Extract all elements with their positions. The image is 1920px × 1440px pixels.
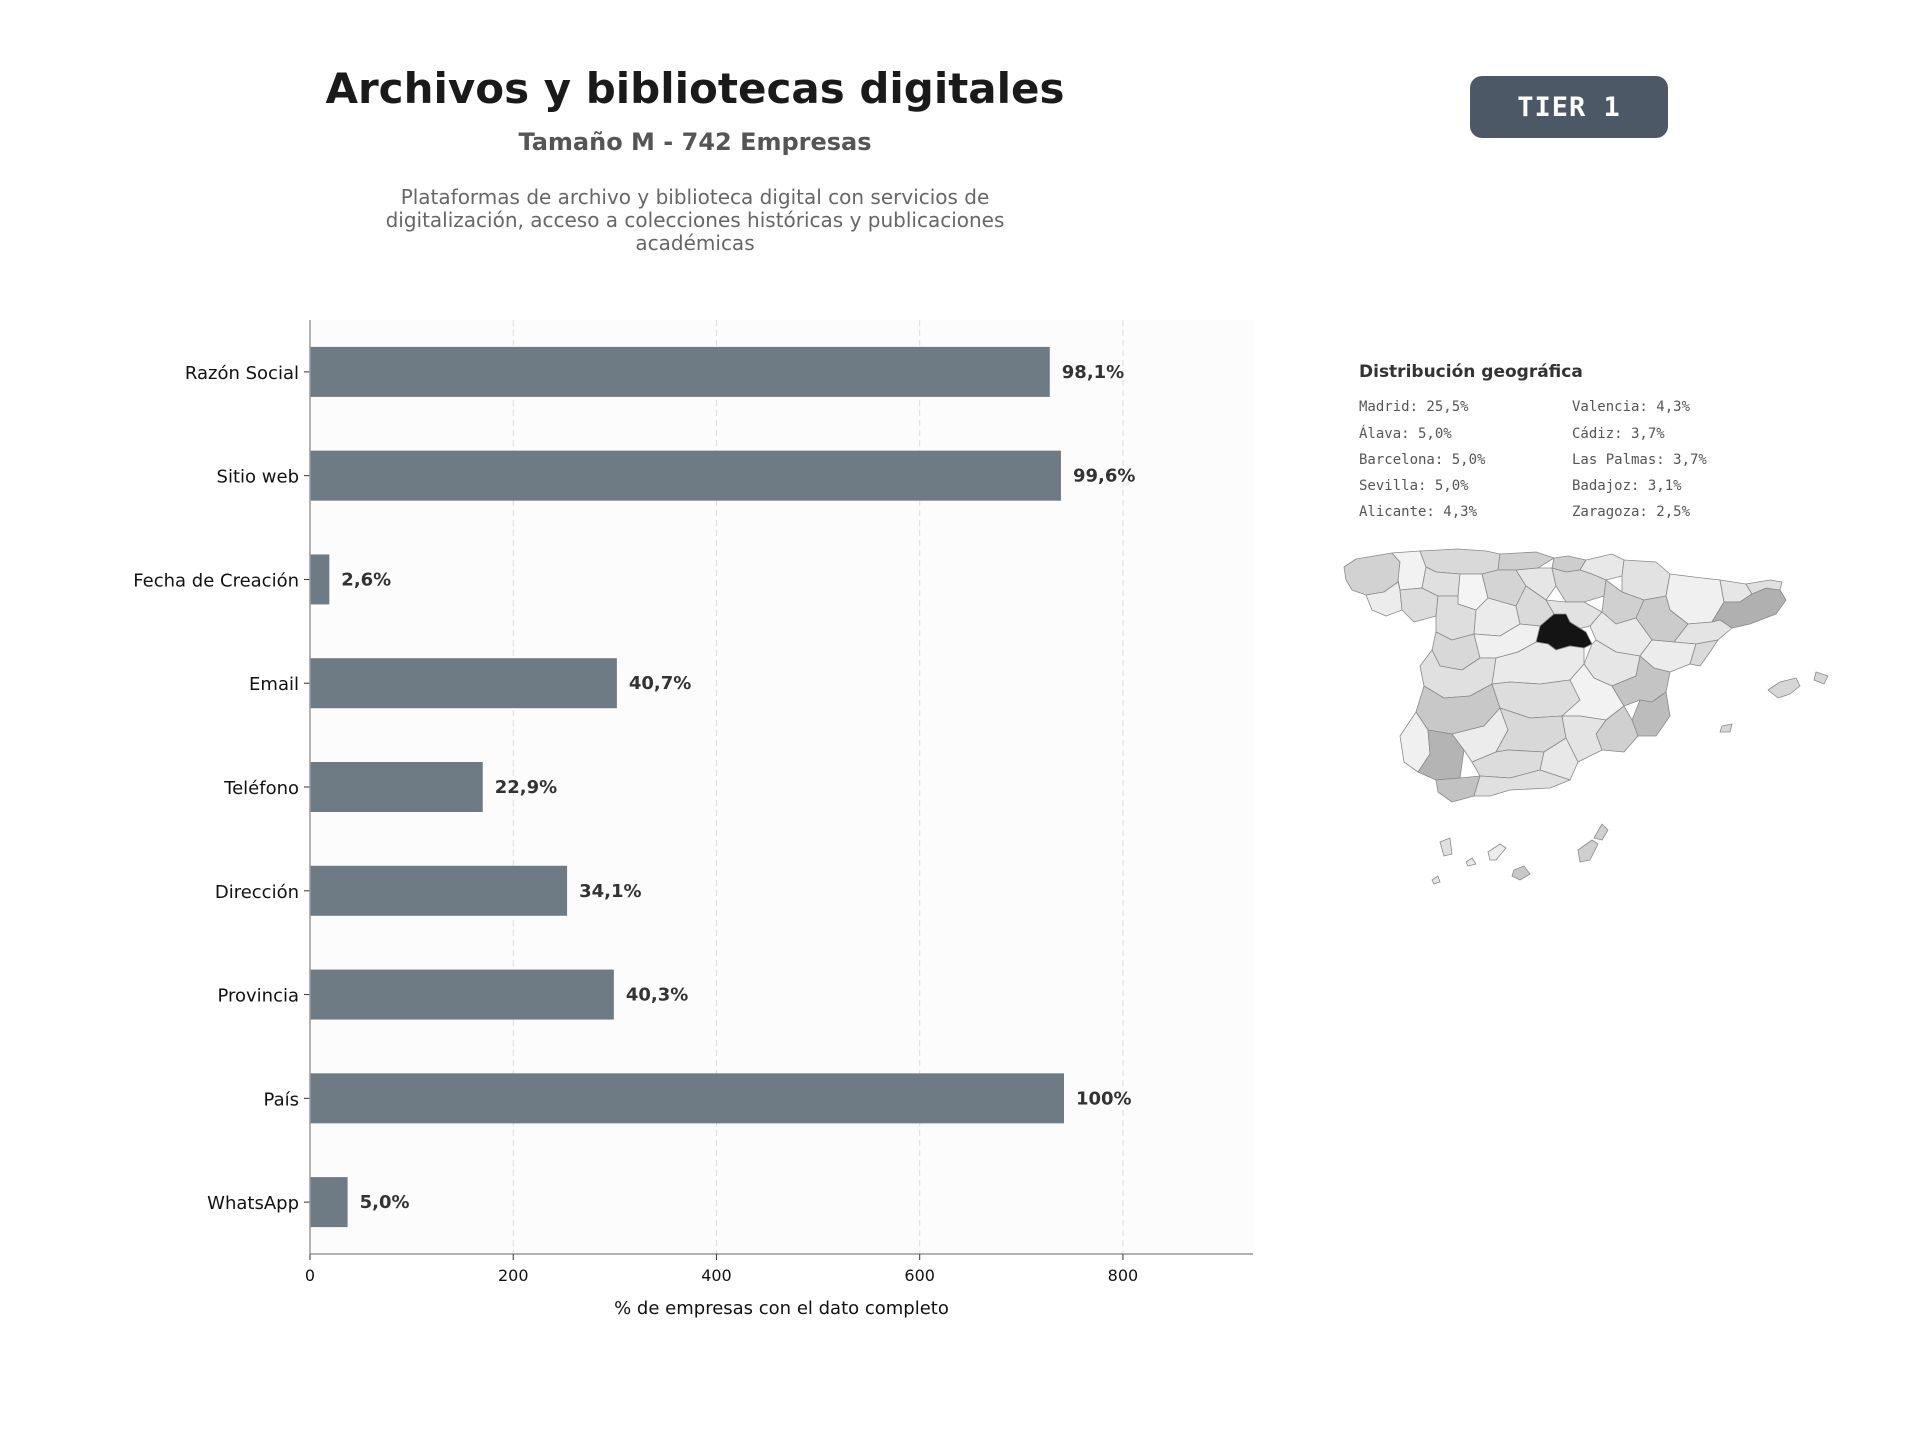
- spain-choropleth-map: [1343, 548, 1829, 885]
- y-tick-label: País: [264, 1089, 299, 1110]
- bar-data-label: 2,6%: [341, 569, 391, 590]
- y-tick-label: Fecha de Creación: [133, 570, 299, 591]
- page-description: Plataformas de archivo y biblioteca digi…: [370, 186, 1020, 255]
- map-region: [1431, 875, 1441, 885]
- map-region: [1621, 559, 1671, 601]
- map-region: [1767, 677, 1801, 699]
- map-region: [1813, 671, 1829, 685]
- map-region: [1539, 737, 1579, 781]
- bar-data-label: 99,6%: [1073, 466, 1135, 487]
- bar-data-label: 5,0%: [360, 1192, 410, 1213]
- y-tick-label: Teléfono: [223, 778, 299, 799]
- map-region: [1473, 769, 1571, 797]
- bar: [310, 1073, 1064, 1124]
- geo-title: Distribución geográfica: [1359, 362, 1583, 382]
- geo-item: Sevilla: 5,0%: [1359, 478, 1469, 494]
- description-line: académicas: [635, 231, 755, 255]
- geo-item: Barcelona: 5,0%: [1359, 452, 1486, 468]
- y-tick-label: Email: [249, 674, 299, 695]
- bar: [310, 762, 483, 812]
- map-region: [1593, 823, 1609, 841]
- x-tick-label: 0: [305, 1266, 315, 1285]
- map-region: [1719, 723, 1733, 733]
- bar: [310, 865, 568, 916]
- x-tick-label: 200: [498, 1266, 529, 1285]
- x-axis-label: % de empresas con el dato completo: [614, 1298, 949, 1319]
- bar-chart: 98,1% Razón Social 99,6% Sitio web 2,6% Fecha…: [133, 320, 1253, 1319]
- map-region: [1689, 639, 1719, 667]
- geo-item: Badajoz: 3,1%: [1572, 478, 1682, 494]
- bar-data-label: 34,1%: [579, 881, 641, 902]
- y-tick-label: Dirección: [215, 882, 299, 903]
- bar-data-label: 40,7%: [629, 673, 691, 694]
- tier-badge: TIER 1: [1470, 76, 1668, 138]
- x-tick-label: 800: [1108, 1266, 1139, 1285]
- map-region: [1497, 551, 1555, 571]
- map-region: [1439, 837, 1453, 857]
- description-line: Plataformas de archivo y biblioteca digi…: [400, 185, 990, 209]
- description-line: digitalización, acceso a colecciones his…: [385, 208, 1005, 232]
- geo-item: Cádiz: 3,7%: [1572, 426, 1665, 442]
- bar-data-label: 40,3%: [626, 985, 688, 1006]
- page-subtitle: Tamaño M - 742 Empresas: [518, 128, 872, 156]
- bar: [310, 969, 614, 1020]
- bar-data-label: 22,9%: [495, 777, 557, 798]
- geo-item: Zaragoza: 2,5%: [1572, 504, 1691, 520]
- bar: [310, 450, 1061, 501]
- map-region: [1577, 839, 1599, 863]
- map-region: [1745, 579, 1783, 595]
- bar: [310, 658, 617, 709]
- map-region: [1511, 865, 1531, 881]
- geo-item: Las Palmas: 3,7%: [1572, 452, 1707, 468]
- bar: [310, 554, 330, 605]
- geo-item: Álava: 5,0%: [1359, 426, 1452, 442]
- map-region: [1435, 775, 1481, 803]
- y-tick-label: Sitio web: [217, 467, 299, 488]
- x-tick-label: 400: [701, 1266, 732, 1285]
- bar: [310, 1177, 348, 1228]
- geo-item: Valencia: 4,3%: [1572, 399, 1691, 415]
- map-region: [1487, 843, 1507, 861]
- geo-item: Alicante: 4,3%: [1359, 504, 1478, 520]
- bar: [310, 346, 1050, 397]
- y-tick-label: WhatsApp: [207, 1193, 299, 1214]
- page-title: Archivos y bibliotecas digitales: [325, 64, 1065, 113]
- bar-data-label: 100%: [1076, 1088, 1132, 1109]
- y-tick-label: Provincia: [217, 986, 299, 1007]
- bar-data-label: 98,1%: [1062, 362, 1124, 383]
- x-tick-label: 600: [904, 1266, 935, 1285]
- y-tick-label: Razón Social: [185, 363, 299, 384]
- geo-item: Madrid: 25,5%: [1359, 399, 1469, 415]
- map-region: [1465, 857, 1477, 867]
